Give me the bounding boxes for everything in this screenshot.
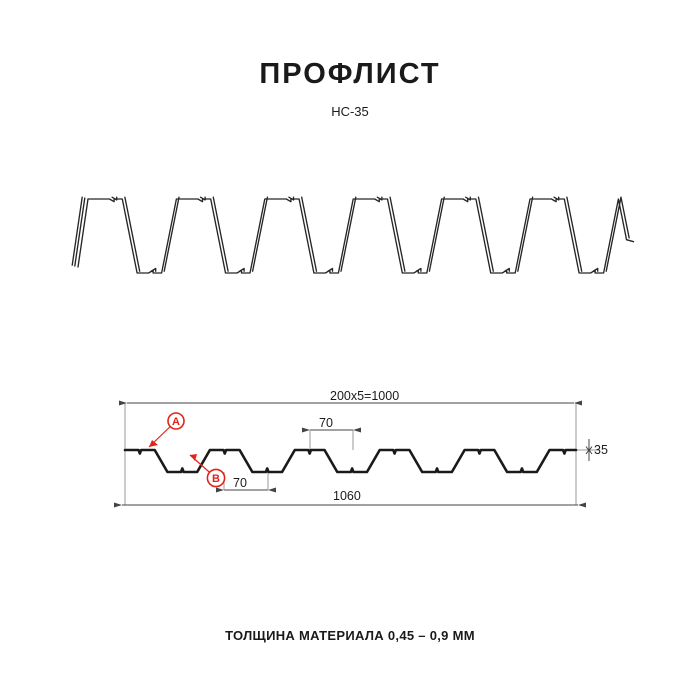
svg-text:35: 35 (594, 443, 608, 457)
svg-text:B: B (212, 473, 220, 485)
svg-text:1060: 1060 (333, 489, 361, 503)
svg-text:70: 70 (319, 416, 333, 430)
svg-text:70: 70 (233, 476, 247, 490)
svg-text:200x5=1000: 200x5=1000 (330, 389, 399, 403)
svg-text:A: A (172, 416, 180, 428)
